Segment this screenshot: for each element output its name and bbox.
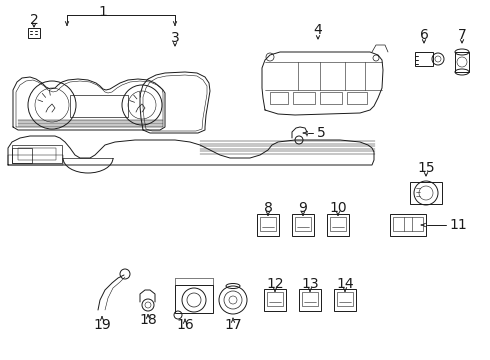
Bar: [70, 95, 128, 117]
Text: 4: 4: [314, 23, 322, 37]
Text: 11: 11: [449, 218, 467, 232]
Text: 6: 6: [419, 28, 428, 42]
Text: 13: 13: [301, 277, 319, 291]
Bar: [455, 52, 469, 72]
Text: 10: 10: [329, 201, 347, 215]
Bar: [18, 148, 56, 160]
Text: 16: 16: [176, 318, 194, 332]
Bar: [28, 28, 40, 38]
Text: 14: 14: [336, 277, 354, 291]
Text: 1: 1: [98, 5, 107, 19]
Text: 5: 5: [317, 126, 325, 140]
Bar: [257, 214, 279, 236]
Bar: [347, 92, 367, 104]
Bar: [292, 214, 314, 236]
Bar: [320, 92, 342, 104]
Text: 3: 3: [171, 31, 179, 45]
Bar: [260, 217, 276, 231]
Text: 15: 15: [417, 161, 435, 175]
Bar: [330, 217, 346, 231]
Bar: [327, 214, 349, 236]
Text: 12: 12: [266, 277, 284, 291]
Text: 9: 9: [298, 201, 307, 215]
Bar: [267, 292, 283, 306]
Bar: [302, 292, 318, 306]
Bar: [337, 292, 353, 306]
Bar: [295, 217, 311, 231]
Bar: [334, 289, 356, 311]
Text: 2: 2: [29, 13, 38, 27]
Bar: [390, 214, 426, 236]
Bar: [12, 145, 62, 163]
Bar: [299, 289, 321, 311]
Text: 18: 18: [139, 313, 157, 327]
Bar: [175, 285, 213, 313]
Text: 7: 7: [458, 28, 466, 42]
Bar: [8, 155, 63, 165]
Bar: [410, 182, 442, 204]
Text: 19: 19: [93, 318, 111, 332]
Text: 8: 8: [264, 201, 272, 215]
Bar: [293, 92, 315, 104]
Text: 17: 17: [224, 318, 242, 332]
Bar: [270, 92, 288, 104]
Bar: [12, 148, 32, 163]
Bar: [264, 289, 286, 311]
Bar: [415, 52, 433, 66]
Bar: [393, 217, 423, 231]
